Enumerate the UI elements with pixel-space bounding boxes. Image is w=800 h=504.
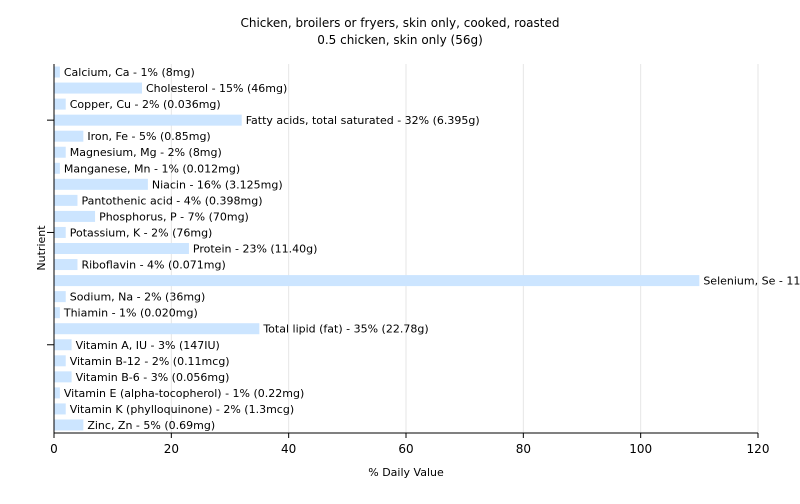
bar-label: Calcium, Ca - 1% (8mg) xyxy=(64,66,195,79)
bar xyxy=(54,243,189,254)
bar-label: Iron, Fe - 5% (0.85mg) xyxy=(87,130,210,143)
bar-label: Vitamin K (phylloquinone) - 2% (1.3mcg) xyxy=(70,403,294,416)
bar xyxy=(54,307,60,319)
bar xyxy=(54,323,260,335)
bar xyxy=(54,355,66,367)
bar-label: Cholesterol - 15% (46mg) xyxy=(146,82,287,95)
bar xyxy=(54,275,700,287)
y-axis-title: Nutrient xyxy=(35,225,48,271)
chart-subtitle: 0.5 chicken, skin only (56g) xyxy=(317,33,483,47)
bar xyxy=(54,178,148,190)
x-tick-labels: 0 20 40 60 80 100 120 xyxy=(50,442,769,456)
bar-label: Vitamin A, IU - 3% (147IU) xyxy=(76,339,220,352)
bar xyxy=(54,162,60,174)
x-tick-label: 60 xyxy=(398,442,413,456)
bar-label: Potassium, K - 2% (76mg) xyxy=(70,226,213,239)
bars: Calcium, Ca - 1% (8mg) Cholesterol - 15% … xyxy=(54,66,800,432)
bar-label: Sodium, Na - 2% (36mg) xyxy=(70,291,206,304)
x-tick-label: 100 xyxy=(629,442,652,456)
bar-label: Zinc, Zn - 5% (0.69mg) xyxy=(87,419,215,432)
bar-label: Phosphorus, P - 7% (70mg) xyxy=(99,210,249,223)
bar-label: Vitamin E (alpha-tocopherol) - 1% (0.22m… xyxy=(64,387,304,400)
bar xyxy=(54,226,66,238)
chart-title: Chicken, broilers or fryers, skin only, … xyxy=(240,16,559,30)
bar xyxy=(54,210,96,222)
bar xyxy=(54,291,66,303)
bar xyxy=(54,371,72,383)
bar xyxy=(54,98,66,110)
bar xyxy=(54,194,78,206)
bar xyxy=(54,82,142,94)
x-tick-label: 40 xyxy=(281,442,296,456)
bar-label: Vitamin B-12 - 2% (0.11mcg) xyxy=(70,355,230,368)
bar xyxy=(54,387,60,399)
bar-label: Thiamin - 1% (0.020mg) xyxy=(63,307,198,320)
bar xyxy=(54,403,66,415)
bar-label: Protein - 23% (11.40g) xyxy=(193,243,318,256)
bar-label: Pantothenic acid - 4% (0.398mg) xyxy=(81,194,262,207)
x-tick-label: 80 xyxy=(516,442,531,456)
bar-label: Selenium, Se - 110% (76.7mcg) xyxy=(703,275,800,288)
x-tick-label: 120 xyxy=(747,442,770,456)
bar xyxy=(54,114,242,126)
bar xyxy=(54,130,84,142)
x-tick-label: 0 xyxy=(50,442,58,456)
axes xyxy=(47,64,759,438)
bar xyxy=(54,66,60,78)
x-axis-title: % Daily Value xyxy=(368,466,444,479)
bar xyxy=(54,146,66,158)
bar-label: Total lipid (fat) - 35% (22.78g) xyxy=(262,323,428,336)
x-tick-label: 20 xyxy=(164,442,179,456)
bar xyxy=(54,339,72,351)
grid-lines xyxy=(170,64,759,433)
bar-label: Manganese, Mn - 1% (0.012mg) xyxy=(64,162,240,175)
bar-label: Vitamin B-6 - 3% (0.056mg) xyxy=(76,371,230,384)
bar xyxy=(54,259,78,271)
bar-label: Magnesium, Mg - 2% (8mg) xyxy=(70,146,222,159)
bar xyxy=(54,419,84,431)
bar-label: Fatty acids, total saturated - 32% (6.39… xyxy=(246,114,480,127)
bar-label: Copper, Cu - 2% (0.036mg) xyxy=(70,98,221,111)
bar-label: Niacin - 16% (3.125mg) xyxy=(152,178,283,191)
bar-label: Riboflavin - 4% (0.071mg) xyxy=(81,259,225,272)
